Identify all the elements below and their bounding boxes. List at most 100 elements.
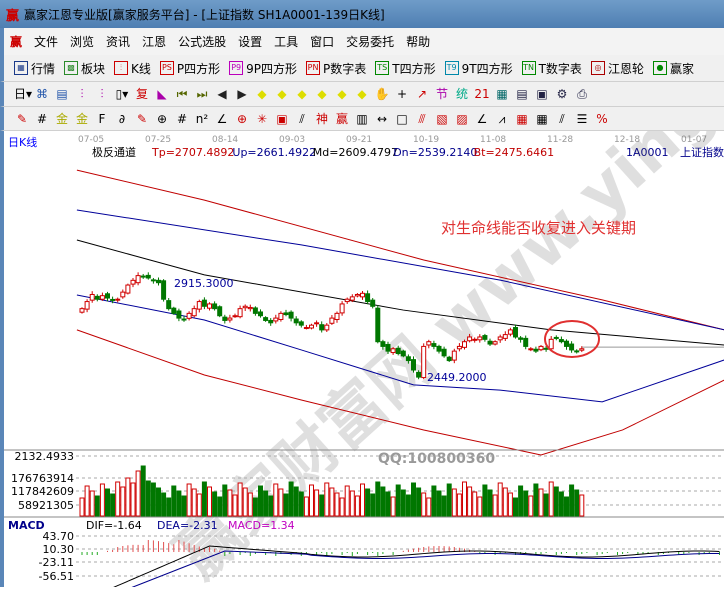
menu-browse[interactable]: 浏览 — [70, 35, 95, 49]
candle — [334, 311, 340, 323]
menu-file[interactable]: 文件 — [34, 35, 59, 49]
indicator3-icon[interactable]: ⫶ — [80, 87, 84, 101]
left-icon[interactable]: ◀ — [217, 87, 227, 101]
gann-grid-icon[interactable]: ▨ — [456, 111, 468, 126]
menu-window[interactable]: 窗口 — [310, 35, 335, 49]
menu-settings[interactable]: 设置 — [238, 35, 263, 49]
diamond-zoom-out-icon[interactable]: ◆ — [357, 87, 367, 101]
menu-news[interactable]: 资讯 — [106, 35, 131, 49]
volume-axis-label: 176763914 — [11, 472, 74, 485]
kline-chart[interactable]: 日K线 07-05 07-25 08-14 09-03 09-21 10-19 11-08 1… — [4, 0, 724, 590]
flag-icon[interactable]: ◣ — [157, 87, 167, 101]
first-icon[interactable]: ⏮ — [176, 87, 188, 101]
indicator9-icon[interactable]: ⫶ — [100, 87, 104, 101]
save-icon[interactable]: ▣ — [536, 87, 548, 101]
diamond-left-icon[interactable]: ◆ — [257, 87, 267, 101]
restore-icon[interactable]: 复 — [135, 87, 148, 101]
hand-icon[interactable]: ✋ — [374, 87, 390, 101]
target-icon[interactable]: ⊕ — [236, 111, 248, 126]
zigzag-icon[interactable]: ⩘ — [498, 111, 506, 126]
draw-line-icon[interactable]: ↗ — [416, 87, 428, 101]
candle — [456, 343, 462, 352]
calendar-icon[interactable]: 21 — [474, 87, 490, 101]
report-icon[interactable]: ▤ — [516, 87, 528, 101]
candle — [273, 314, 279, 324]
diamond-shrink-icon[interactable]: ◆ — [317, 87, 327, 101]
toolbar-grid-button[interactable]: ▦ 行情 — [14, 60, 55, 77]
volume-bar — [135, 470, 141, 517]
band-lower-inner-line — [76, 294, 724, 403]
settings-icon[interactable]: ⚙ — [556, 87, 568, 101]
volume-bar — [579, 494, 585, 517]
toolbar-big-button[interactable]: ● 赢家 — [652, 60, 694, 77]
crosshair-icon[interactable]: + — [396, 87, 408, 101]
candle — [156, 277, 161, 286]
gann-square2-icon[interactable]: ▦ — [536, 111, 548, 126]
angle-icon[interactable]: ∠ — [216, 111, 228, 126]
table-icon[interactable]: ☰ — [576, 111, 588, 126]
candle — [115, 297, 121, 303]
box-icon[interactable]: ▣ — [276, 111, 288, 126]
toolbar-ts-button[interactable]: TS T四方形 — [375, 60, 436, 77]
toolbar-blocks-button[interactable]: ▩ 板块 — [64, 60, 105, 77]
menu-tools[interactable]: 工具 — [274, 35, 299, 49]
section-icon[interactable]: 节 — [435, 87, 448, 101]
right-icon[interactable]: ▶ — [237, 87, 247, 101]
hatch-icon[interactable]: ⫽ — [559, 111, 565, 126]
calculator-icon[interactable]: ▦ — [496, 87, 508, 101]
menu-help[interactable]: 帮助 — [406, 35, 431, 49]
god-icon[interactable]: 神 — [315, 111, 328, 126]
fib-icon[interactable]: F — [98, 111, 106, 126]
chart-type-icon[interactable]: ⌘ — [36, 87, 48, 101]
stats-icon[interactable]: 统 — [455, 87, 468, 101]
candle — [283, 309, 289, 317]
notes-icon[interactable]: ▤ — [56, 87, 68, 101]
ruler-icon[interactable]: ▥ — [356, 111, 368, 126]
percent-icon[interactable]: % — [596, 111, 608, 126]
toolbar-pn-button[interactable]: PN P数字表 — [306, 60, 366, 77]
last-icon[interactable]: ⏭ — [196, 87, 208, 101]
candle — [176, 308, 182, 322]
diamond-expand-icon[interactable]: ◆ — [297, 87, 307, 101]
parallel-icon[interactable]: # — [36, 111, 48, 126]
toolbar-wheel-button[interactable]: ◎ 江恩轮 — [590, 60, 644, 77]
toolbar-ps-button[interactable]: PS P四方形 — [159, 60, 220, 77]
volume-bar — [416, 487, 422, 517]
period-icon[interactable]: 日▾ — [14, 87, 33, 101]
toolbar-candles-button[interactable]: ⫶ K线 — [114, 60, 151, 77]
toolbar-t9-button[interactable]: T9 9T四方形 — [444, 60, 513, 77]
gold2-icon[interactable]: 金 — [75, 111, 88, 126]
volume-bar — [79, 497, 85, 517]
width-icon[interactable]: ↔ — [376, 111, 388, 126]
indicator-value: Tp=2707.4892 — [151, 146, 234, 159]
print-icon[interactable]: ⎙ — [577, 87, 587, 101]
volume-axis-label: 2132.4933 — [15, 450, 75, 463]
angles-icon[interactable]: ∠ — [476, 111, 488, 126]
grid-lines-icon[interactable]: # — [176, 111, 188, 126]
gold-icon[interactable]: 金 — [55, 111, 68, 126]
web-icon[interactable]: ✳ — [256, 111, 268, 126]
circle-icon[interactable]: ⊕ — [156, 111, 168, 126]
diamond-zoom-in-icon[interactable]: ◆ — [337, 87, 347, 101]
diamond-right-icon[interactable]: ◆ — [277, 87, 287, 101]
pen-icon[interactable]: ✎ — [16, 111, 28, 126]
date-tick: 08-14 — [212, 135, 238, 145]
fan-icon[interactable]: ⫽ — [299, 111, 305, 126]
gann-box-icon[interactable]: ▧ — [436, 111, 448, 126]
candle-type-icon[interactable]: ▯▾ — [115, 87, 129, 101]
menu-formula[interactable]: 公式选股 — [178, 35, 227, 49]
candle — [487, 338, 493, 346]
spiral-icon[interactable]: ∂ — [118, 111, 126, 126]
toolbar-p9-button[interactable]: P9 9P四方形 — [229, 60, 297, 77]
menu-trade[interactable]: 交易委托 — [346, 35, 395, 49]
gann-square-icon[interactable]: ▦ — [516, 111, 528, 126]
gann-fan-icon[interactable]: ⫻ — [418, 111, 426, 126]
toolbar-tn-button[interactable]: TN T数字表 — [521, 60, 582, 77]
square-n-icon[interactable]: n² — [195, 111, 209, 126]
frame-icon[interactable]: □ — [396, 111, 408, 126]
win-icon[interactable]: 赢 — [335, 111, 348, 126]
pen2-icon[interactable]: ✎ — [136, 111, 148, 126]
menu-gann[interactable]: 江恩 — [142, 35, 167, 49]
candle — [232, 313, 238, 318]
